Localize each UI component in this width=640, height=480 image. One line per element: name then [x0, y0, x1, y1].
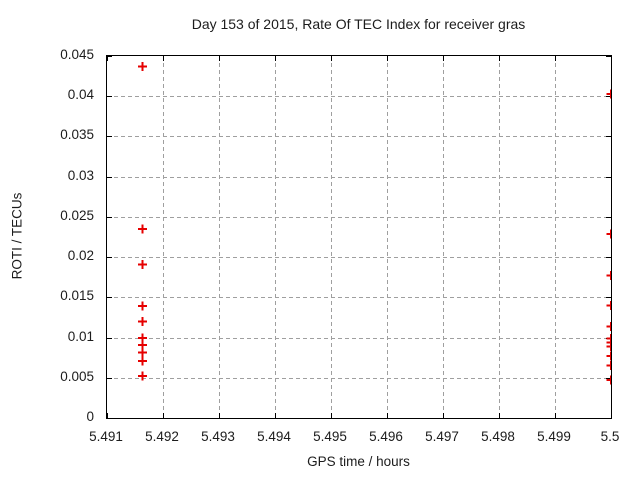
y-axis-label: ROTI / TECUs — [9, 192, 25, 280]
y-tick-label: 0.045 — [60, 47, 94, 62]
chart-title: Day 153 of 2015, Rate Of TEC Index for r… — [191, 16, 526, 32]
data-point-marker — [606, 300, 611, 310]
x-tick-label: 5.497 — [425, 429, 459, 444]
y-tick-label: 0.005 — [60, 368, 94, 384]
x-tick-label: 5.496 — [369, 429, 403, 444]
data-point-marker — [137, 347, 147, 357]
x-tick-label: 5.494 — [257, 429, 291, 444]
x-tick-label: 5.499 — [537, 429, 571, 444]
data-point-marker — [606, 229, 611, 239]
x-tick-label: 5.495 — [313, 429, 347, 444]
y-tick-label: 0.025 — [60, 207, 94, 223]
y-tick-label: 0.04 — [67, 87, 94, 103]
y-tick-label: 0.03 — [67, 167, 94, 183]
data-point-marker — [137, 340, 147, 350]
data-point-marker — [137, 371, 147, 381]
x-tick-label: 5.5 — [600, 429, 620, 444]
x-tick-label: 5.493 — [201, 429, 235, 444]
data-point-marker — [606, 333, 611, 343]
y-tick-label: 0.01 — [67, 328, 94, 344]
data-point-marker — [606, 375, 611, 385]
data-point-marker — [137, 316, 147, 326]
plot-area — [106, 55, 612, 419]
data-point-marker — [606, 361, 611, 371]
data-point-marker — [137, 61, 147, 71]
data-point-marker — [606, 321, 611, 331]
x-tick-label: 5.491 — [89, 429, 123, 444]
y-tick-label: 0.02 — [67, 248, 94, 264]
x-tick-label: 5.492 — [145, 429, 179, 444]
y-tick-label: 0.035 — [60, 127, 94, 143]
x-tick-label: 5.498 — [481, 429, 515, 444]
y-tick-label: 0 — [86, 409, 94, 424]
x-axis-label: GPS time / hours — [307, 454, 410, 469]
y-tick-label: 0.015 — [60, 288, 94, 304]
data-point-marker — [606, 271, 611, 281]
data-point-marker — [137, 259, 147, 269]
data-point-marker — [606, 337, 611, 347]
data-point-marker — [606, 341, 611, 351]
data-point-marker — [137, 356, 147, 366]
data-point-marker — [606, 89, 611, 99]
data-point-marker — [606, 351, 611, 361]
data-point-marker — [137, 224, 147, 234]
plot-canvas — [107, 56, 611, 418]
data-point-marker — [137, 301, 147, 311]
